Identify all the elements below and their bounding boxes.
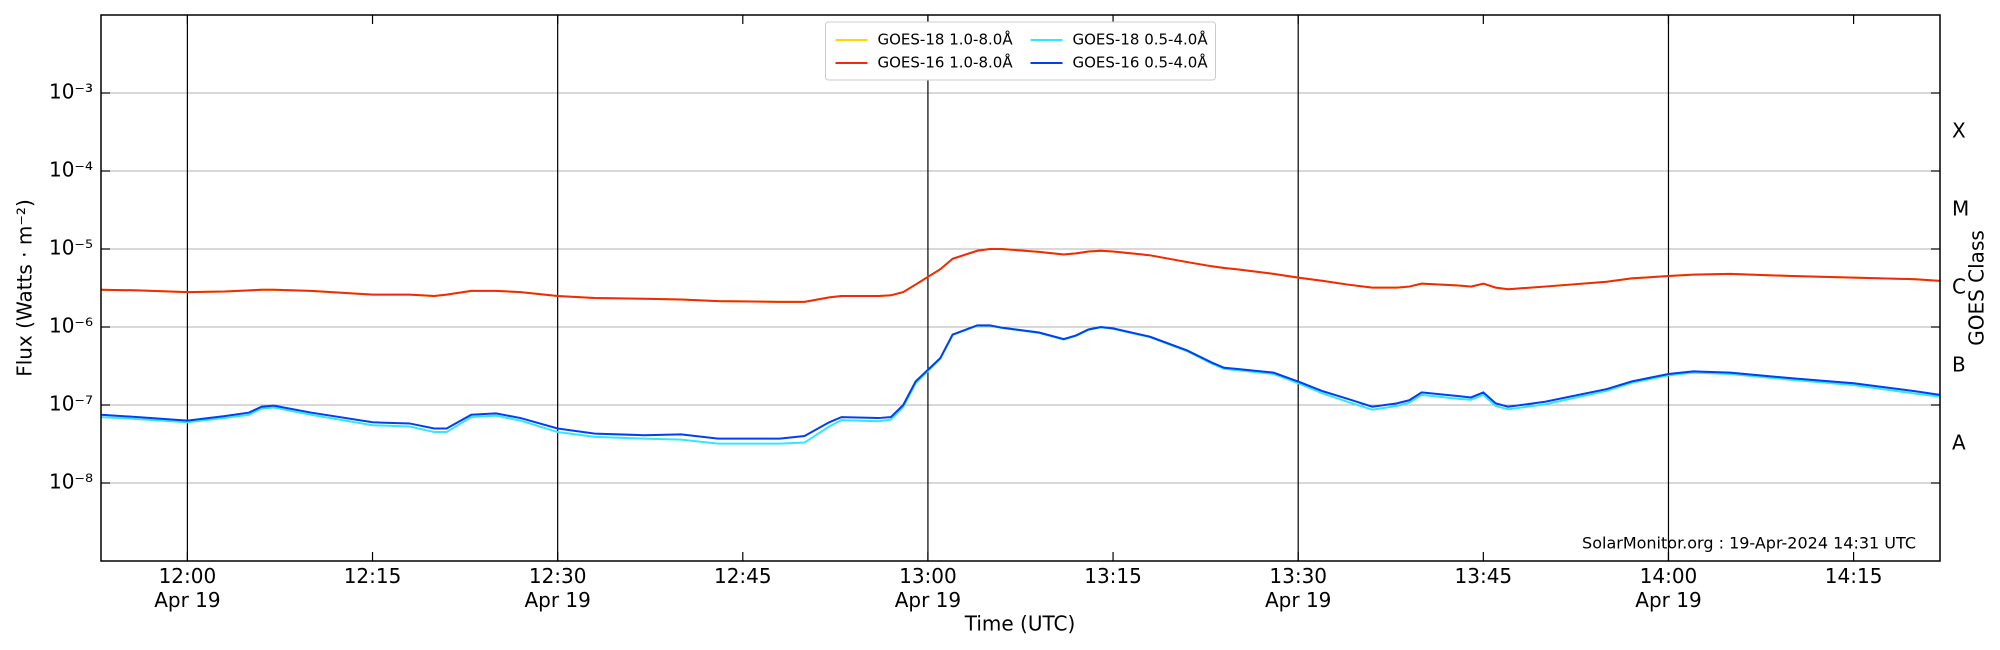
legend-label: GOES-18 0.5-4.0Å xyxy=(1073,30,1209,49)
x-tick-label: 13:15 xyxy=(1084,564,1142,588)
annotation: SolarMonitor.org : 19-Apr-2024 14:31 UTC xyxy=(1582,534,1916,553)
series-line xyxy=(100,324,1941,440)
legend-box xyxy=(825,21,1216,81)
y2-tick-label: M xyxy=(1952,197,1969,221)
y-axis-label: Flux (Watts · m⁻²) xyxy=(13,199,37,377)
x-tick-label: 12:30 Apr 19 xyxy=(524,564,590,612)
y2-axis-label: GOES Class xyxy=(1965,230,1989,346)
plot-frame xyxy=(100,14,1941,562)
y-tick-label: 10⁻⁴ xyxy=(49,158,93,182)
series-line xyxy=(100,324,1941,445)
x-tick-label: 12:00 Apr 19 xyxy=(154,564,220,612)
x-tick-label: 13:45 xyxy=(1455,564,1513,588)
legend-label: GOES-16 1.0-8.0Å xyxy=(878,53,1014,72)
x-tick-label: 14:15 xyxy=(1825,564,1883,588)
y-tick-label: 10⁻⁷ xyxy=(49,392,93,416)
y2-tick-label: C xyxy=(1952,275,1966,299)
y2-tick-label: X xyxy=(1952,119,1966,143)
legend-label: GOES-18 1.0-8.0Å xyxy=(878,30,1014,49)
y-tick-label: 10⁻³ xyxy=(49,80,93,104)
legend-label: GOES-16 0.5-4.0Å xyxy=(1073,53,1209,72)
y2-tick-label: B xyxy=(1952,353,1966,377)
y-tick-label: 10⁻⁶ xyxy=(49,314,93,338)
x-tick-label: 13:00 Apr 19 xyxy=(895,564,961,612)
y2-tick-label: A xyxy=(1952,431,1966,455)
series-line xyxy=(100,248,1941,303)
x-tick-label: 13:30 Apr 19 xyxy=(1265,564,1331,612)
x-tick-label: 12:45 xyxy=(714,564,772,588)
x-tick-label: 14:00 Apr 19 xyxy=(1635,564,1701,612)
x-axis-label: Time (UTC) xyxy=(964,612,1076,636)
y-tick-label: 10⁻⁸ xyxy=(49,470,93,494)
x-tick-label: 12:15 xyxy=(344,564,402,588)
y-tick-label: 10⁻⁵ xyxy=(49,236,93,260)
